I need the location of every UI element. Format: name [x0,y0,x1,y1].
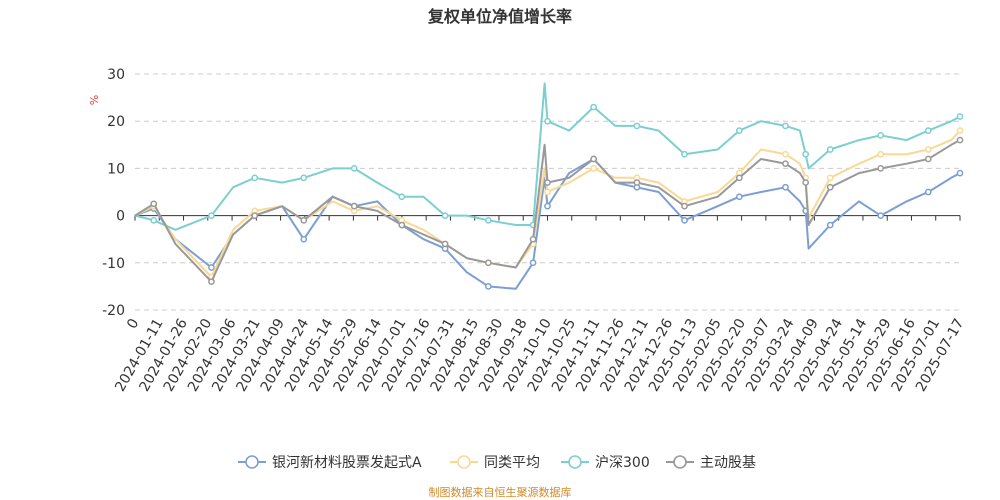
y-tick-label: -10 [102,256,125,272]
legend-marker [457,455,471,469]
grid-lines [135,73,960,311]
series-point-3 [251,212,259,219]
legend-item-1[interactable]: 同类平均 [450,455,540,471]
series-point-3 [877,165,885,172]
x-tick-label: 0 [124,316,142,332]
series-point-3 [529,235,537,243]
series-point-2 [251,174,259,182]
series-point-2 [924,127,932,134]
series-point-3 [544,179,551,186]
series-point-2 [633,122,641,130]
series-point-0 [681,216,688,224]
data-source-note: 制图数据来自恒生聚源数据库 [429,485,572,499]
series-point-1 [826,174,834,182]
series-point-3 [350,202,358,210]
series-point-2 [350,165,358,172]
legend-item-0[interactable]: 银河新材料股票发起式A [238,455,422,471]
series-point-3 [590,155,598,163]
series-point-3 [802,179,810,186]
series-point-0 [735,193,743,201]
series-point-2 [735,127,743,134]
legend-item-3[interactable]: 主动股基 [666,454,756,471]
legend-label: 银河新材料股票发起式A [272,455,422,471]
series-point-2 [544,117,551,125]
series-point-1 [544,188,551,196]
series-point-2 [150,216,158,224]
series-point-3 [735,174,743,182]
series-point-2 [441,212,449,219]
series-point-3 [485,259,492,267]
series-lines [134,82,964,290]
series-point-1 [877,150,885,158]
series-point-3 [300,216,308,224]
series-point-3 [924,155,932,163]
series-point-0 [300,235,308,243]
y-tick-label: 0 [116,209,125,225]
series-point-3 [441,240,449,248]
series-point-2 [300,174,308,182]
y-axis-ticks: -20 -10 0 10 20 30 [102,67,125,319]
series-point-0 [782,183,789,191]
series-point-2 [590,103,598,111]
legend-marker [245,455,259,469]
series-point-1 [924,146,932,153]
series-point-2 [398,193,406,201]
series-point-2 [208,212,215,219]
series-point-3 [208,278,215,286]
series-point-0 [924,188,932,196]
x-axis: 02024-01-112024-01-262024-02-202024-03-0… [112,215,967,394]
series-point-3 [150,200,158,208]
series-point-3 [633,179,641,186]
legend[interactable]: 银河新材料股票发起式A 同类平均 沪深300 主动股基 [238,454,756,471]
series-line-3 [134,139,961,283]
y-tick-label: 20 [107,114,125,130]
series-point-0 [485,283,492,290]
series-line-0 [134,158,961,290]
y-tick-label: -20 [102,303,125,319]
series-point-3 [681,202,688,210]
series-point-2 [485,216,492,224]
series-point-2 [956,113,964,120]
series-point-2 [802,150,810,158]
series-point-0 [877,212,885,219]
series-point-2 [877,132,885,139]
chart-title: 复权单位净值增长率 [427,7,572,26]
series-point-2 [681,150,688,158]
legend-label: 同类平均 [484,455,540,471]
series-line-2 [134,82,961,231]
series-point-1 [956,127,964,134]
series-point-0 [826,221,834,229]
series-point-3 [398,221,406,229]
series-point-0 [529,259,537,267]
legend-marker [673,455,687,469]
series-point-0 [544,202,551,210]
series-point-2 [782,122,789,130]
series-point-3 [956,136,964,144]
series-point-0 [956,169,964,177]
legend-label: 沪深300 [595,455,650,471]
legend-item-2[interactable]: 沪深300 [561,455,650,471]
series-point-2 [826,146,834,153]
y-axis-unit: % [88,95,101,105]
series-point-3 [782,160,789,168]
legend-marker [568,455,582,469]
series-point-0 [208,264,215,271]
series-point-1 [590,165,598,172]
series-point-1 [782,150,789,158]
y-tick-label: 30 [107,67,125,83]
y-tick-label: 10 [107,161,125,177]
legend-label: 主动股基 [700,454,756,471]
series-point-3 [826,183,834,191]
